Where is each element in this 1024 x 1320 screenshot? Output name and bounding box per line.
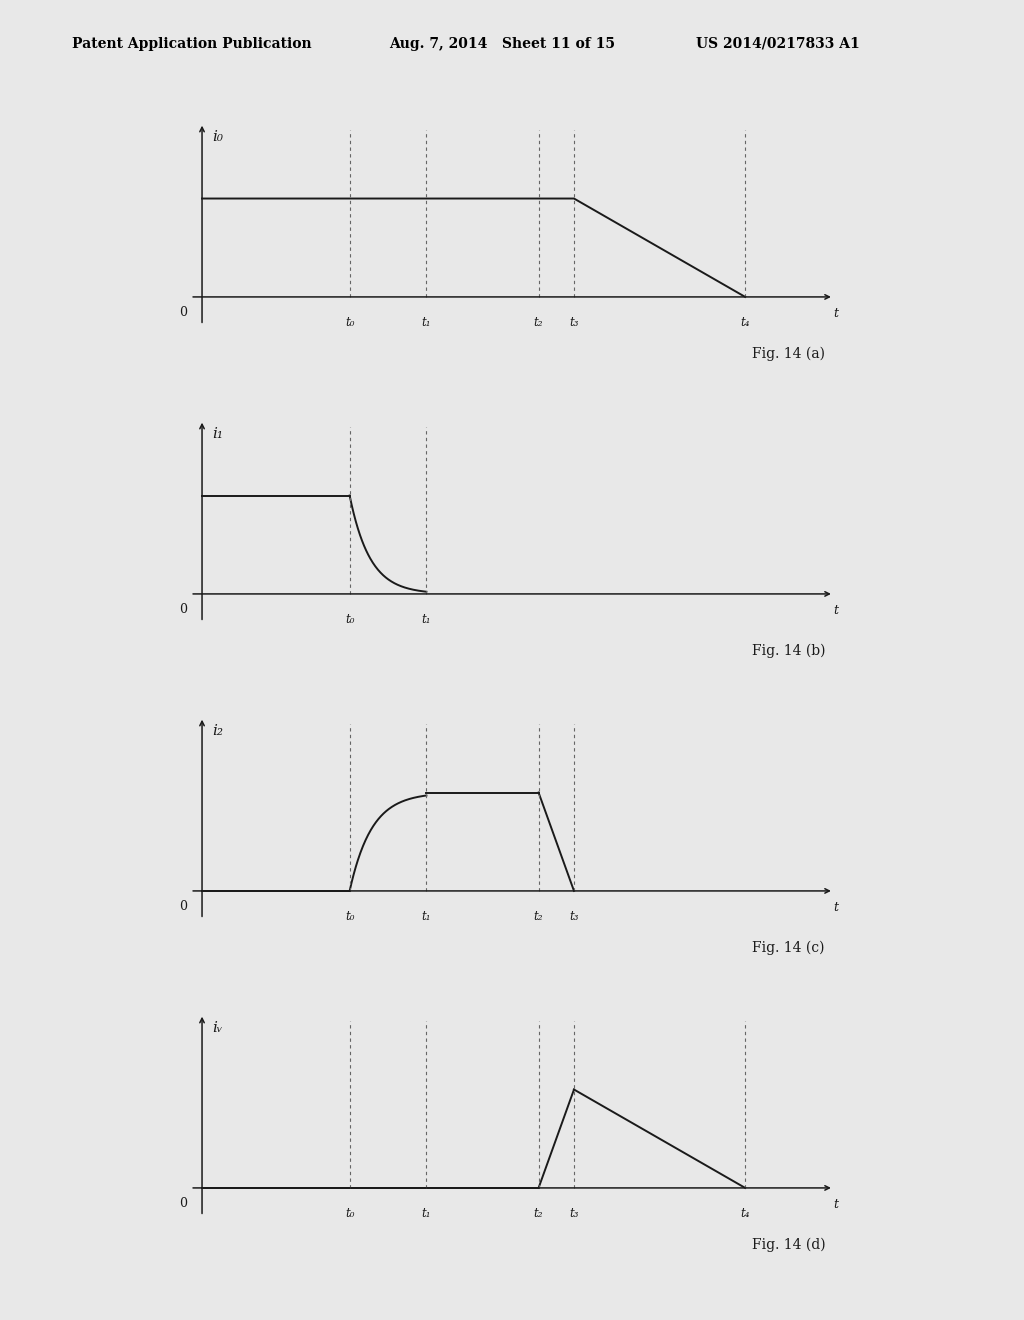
Text: t: t [834, 1199, 839, 1212]
Text: t₁: t₁ [422, 315, 431, 329]
Text: 0: 0 [179, 602, 187, 615]
Text: 0: 0 [179, 899, 187, 912]
Text: i₀: i₀ [213, 131, 223, 144]
Text: t: t [834, 308, 839, 321]
Text: t₀: t₀ [345, 612, 354, 626]
Text: i₁: i₁ [213, 428, 223, 441]
Text: t₁: t₁ [422, 909, 431, 923]
Text: t₄: t₄ [740, 315, 750, 329]
Text: t₃: t₃ [569, 315, 579, 329]
Text: t₂: t₂ [534, 909, 544, 923]
Text: iᵥ: iᵥ [213, 1022, 223, 1035]
Text: US 2014/0217833 A1: US 2014/0217833 A1 [696, 37, 860, 51]
Text: t₄: t₄ [740, 1206, 750, 1220]
Text: t: t [834, 605, 839, 618]
Text: t₂: t₂ [534, 1206, 544, 1220]
Text: t₀: t₀ [345, 909, 354, 923]
Text: Fig. 14 (c): Fig. 14 (c) [753, 941, 824, 956]
Text: Aug. 7, 2014   Sheet 11 of 15: Aug. 7, 2014 Sheet 11 of 15 [389, 37, 615, 51]
Text: i₂: i₂ [213, 725, 223, 738]
Text: Fig. 14 (a): Fig. 14 (a) [752, 347, 825, 362]
Text: t₃: t₃ [569, 909, 579, 923]
Text: t₀: t₀ [345, 1206, 354, 1220]
Text: Fig. 14 (b): Fig. 14 (b) [752, 644, 825, 659]
Text: t₁: t₁ [422, 612, 431, 626]
Text: Fig. 14 (d): Fig. 14 (d) [752, 1238, 825, 1253]
Text: 0: 0 [179, 1196, 187, 1209]
Text: t₂: t₂ [534, 315, 544, 329]
Text: Patent Application Publication: Patent Application Publication [72, 37, 311, 51]
Text: t₀: t₀ [345, 315, 354, 329]
Text: t₁: t₁ [422, 1206, 431, 1220]
Text: t: t [834, 902, 839, 915]
Text: 0: 0 [179, 305, 187, 318]
Text: t₃: t₃ [569, 1206, 579, 1220]
